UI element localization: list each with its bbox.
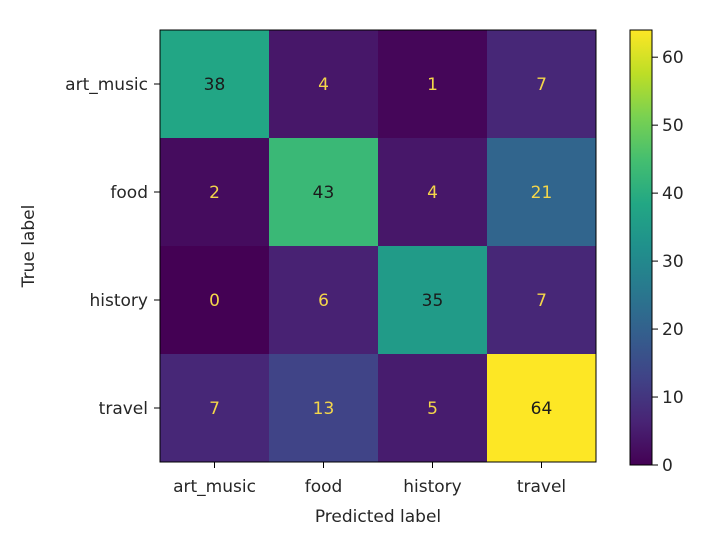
cell-label-art_music-art_music: 38 (204, 75, 226, 95)
cell-label-travel-history: 5 (427, 399, 438, 419)
cell-label-art_music-travel: 7 (536, 75, 547, 95)
cell-history-food (269, 246, 378, 354)
y-tick-label-art_music: art_music (65, 75, 148, 95)
colorbar-tick-label-50: 50 (662, 116, 684, 136)
cell-food-art_music (160, 138, 269, 246)
cell-history-travel (487, 246, 596, 354)
plot-frame (159, 29, 597, 463)
cell-art_music-history (378, 30, 487, 138)
x-tick-label-food: food (305, 477, 343, 497)
y-tick-label-food: food (110, 183, 148, 203)
colorbar-tick-label-20: 20 (662, 320, 684, 340)
colorbar-tick-label-30: 30 (662, 252, 684, 272)
cell-label-history-art_music: 0 (209, 291, 220, 311)
colorbar (629, 29, 653, 466)
cell-label-travel-food: 13 (313, 399, 335, 419)
cell-art_music-food (269, 30, 378, 138)
cell-label-food-history: 4 (427, 183, 438, 203)
y-tick-label-travel: travel (99, 399, 148, 419)
x-tick-label-travel: travel (517, 477, 566, 497)
x-axis-ticks: art_music food history travel (173, 462, 566, 497)
cell-history-art_music (160, 246, 269, 354)
cell-label-art_music-history: 1 (427, 75, 438, 95)
colorbar-ticks: 0 10 20 30 40 50 60 (652, 48, 684, 476)
y-axis-label: True label (19, 205, 39, 289)
cell-travel-history (378, 354, 487, 462)
cell-label-history-travel: 7 (536, 291, 547, 311)
cell-food-travel (487, 138, 596, 246)
cell-label-travel-travel: 64 (531, 399, 553, 419)
cell-label-travel-art_music: 7 (209, 399, 220, 419)
cell-art_music-travel (487, 30, 596, 138)
cell-label-food-food: 43 (313, 183, 335, 203)
x-axis-label: Predicted label (315, 507, 441, 527)
cell-art_music-art_music (160, 30, 269, 138)
x-tick-label-art_music: art_music (173, 477, 256, 497)
cell-label-art_music-food: 4 (318, 75, 329, 95)
heatmap-cells (160, 30, 596, 462)
colorbar-tick-label-10: 10 (662, 388, 684, 408)
colorbar-tick-label-40: 40 (662, 184, 684, 204)
y-tick-label-history: history (90, 291, 148, 311)
cell-travel-art_music (160, 354, 269, 462)
cell-label-history-history: 35 (422, 291, 444, 311)
colorbar-tick-label-60: 60 (662, 48, 684, 68)
colorbar-tick-label-0: 0 (662, 456, 673, 476)
cell-history-history (378, 246, 487, 354)
heatmap-cell-labels: 38 4 1 7 2 43 4 21 0 6 35 7 7 13 5 64 (204, 75, 553, 419)
cell-food-history (378, 138, 487, 246)
cell-label-food-travel: 21 (531, 183, 553, 203)
cell-travel-food (269, 354, 378, 462)
cell-food-food (269, 138, 378, 246)
cell-travel-travel (487, 354, 596, 462)
cell-label-food-art_music: 2 (209, 183, 220, 203)
x-tick-label-history: history (403, 477, 461, 497)
cell-label-history-food: 6 (318, 291, 329, 311)
